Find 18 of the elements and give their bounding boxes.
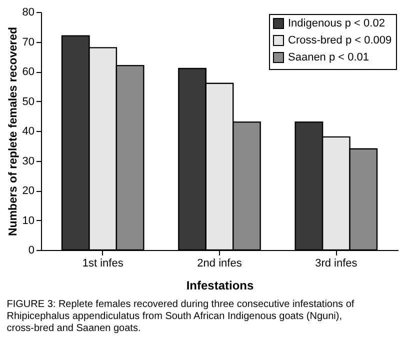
y-tick-label: 40 xyxy=(22,126,34,138)
y-tick-label: 30 xyxy=(22,155,34,168)
y-axis-title: Numbers of replete females recovered xyxy=(7,26,20,236)
y-tick-label: 50 xyxy=(22,96,34,108)
x-tick-label: 3rd infes xyxy=(315,258,358,270)
y-tick-label: 70 xyxy=(22,36,34,48)
legend-label: Cross-bred p < 0.009 xyxy=(288,34,392,46)
y-tick-label: 60 xyxy=(22,66,34,78)
y-tick-label: 20 xyxy=(22,185,34,197)
caption: FIGURE 3: Replete females recovered during three consecutive infestations of Rhipicephalus appendiculatus from South African Indigenous goats (Nguni), cross-bred and Saanen goats. xyxy=(6,299,354,334)
y-tick-label: 0 xyxy=(28,244,34,256)
x-tick-label: 2nd infes xyxy=(197,258,242,270)
y-tick-label: 80 xyxy=(22,6,34,18)
legend-label: Saanen p < 0.01 xyxy=(288,52,370,64)
x-tick-label: 1st infes xyxy=(82,258,124,270)
x-axis-title: Infestations xyxy=(186,278,254,292)
legend-label: Indigenous p < 0.02 xyxy=(288,18,385,30)
y-tick-label: 10 xyxy=(22,214,34,227)
